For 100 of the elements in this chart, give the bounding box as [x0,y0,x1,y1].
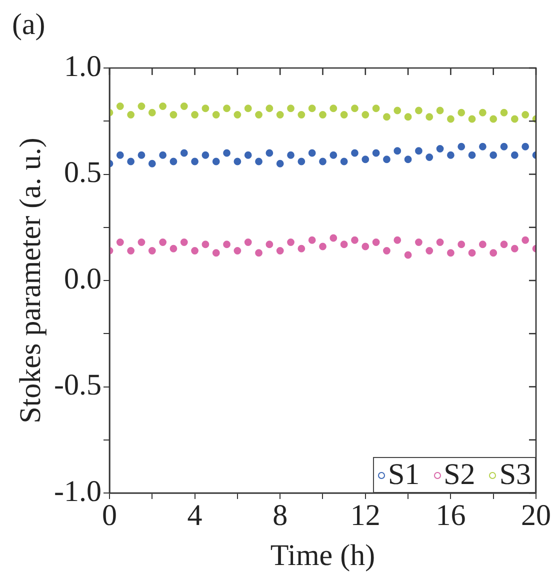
point [191,247,198,254]
point [148,108,156,116]
point [490,115,498,123]
point [159,238,167,246]
point [340,158,348,166]
point [383,247,390,254]
point [351,104,358,112]
point [372,149,380,157]
point [447,249,454,257]
point [212,158,220,166]
point [255,249,262,257]
x-tick-label: 0 [102,498,117,532]
point [330,234,338,242]
point [276,247,284,254]
point [298,158,306,166]
point [362,111,370,118]
point [522,236,530,244]
point [458,142,466,150]
point [404,113,412,121]
point [478,108,486,116]
point [426,113,434,121]
point [212,249,220,257]
point [394,106,402,114]
point [383,113,390,121]
point [159,151,167,159]
point [478,142,486,150]
point [510,115,518,123]
point [148,160,156,168]
y-tick-label: -0.5 [54,368,102,402]
legend-label: S2 [444,458,476,492]
point [319,158,326,166]
point [298,111,306,118]
point [426,154,434,161]
point [372,238,380,246]
point [234,158,242,166]
point [458,240,466,248]
point [510,244,518,252]
point [266,149,274,157]
point [500,240,508,248]
point [415,106,422,114]
point [244,104,252,112]
point [362,156,370,164]
point [383,156,390,164]
point [436,238,444,246]
point [170,111,178,118]
point [298,244,306,252]
point [490,151,498,159]
point [138,151,146,159]
point [510,151,518,159]
point [159,102,167,110]
point [202,151,210,159]
point [127,158,135,166]
point [276,160,284,168]
point [447,115,454,123]
point [351,236,358,244]
point [415,147,422,155]
point [127,247,135,254]
point [308,236,316,244]
point [436,106,444,114]
point [319,242,326,250]
point [180,238,188,246]
point [308,104,316,112]
point [478,240,486,248]
point [404,156,412,164]
x-axis-title: Time (h) [270,538,376,572]
x-tick-label: 20 [521,498,551,532]
point [266,240,274,248]
point [500,108,508,116]
x-tick-label: 12 [350,498,380,532]
point [234,111,242,118]
point [116,151,124,159]
point [330,104,338,112]
point [244,151,252,159]
point [308,149,316,157]
point [468,115,476,123]
point [340,240,348,248]
point [127,111,135,118]
point [372,104,380,112]
point [447,151,454,159]
point [287,104,294,112]
point [287,238,294,246]
point [180,149,188,157]
chart-title: (a) [12,8,46,42]
point [138,238,146,246]
y-tick-label: 0.5 [64,156,102,190]
point [490,249,498,257]
point [319,111,326,118]
y-axis-title: Stokes parameter (a. u.) [14,138,47,424]
point [362,242,370,250]
point [436,145,444,152]
point [255,111,262,118]
point [276,111,284,118]
point [426,247,434,254]
legend-label: S3 [499,458,531,492]
point [340,111,348,118]
y-tick-label: 1.0 [64,50,102,83]
point [266,104,274,112]
point [244,238,252,246]
x-tick-label: 4 [187,498,202,532]
point [180,102,188,110]
